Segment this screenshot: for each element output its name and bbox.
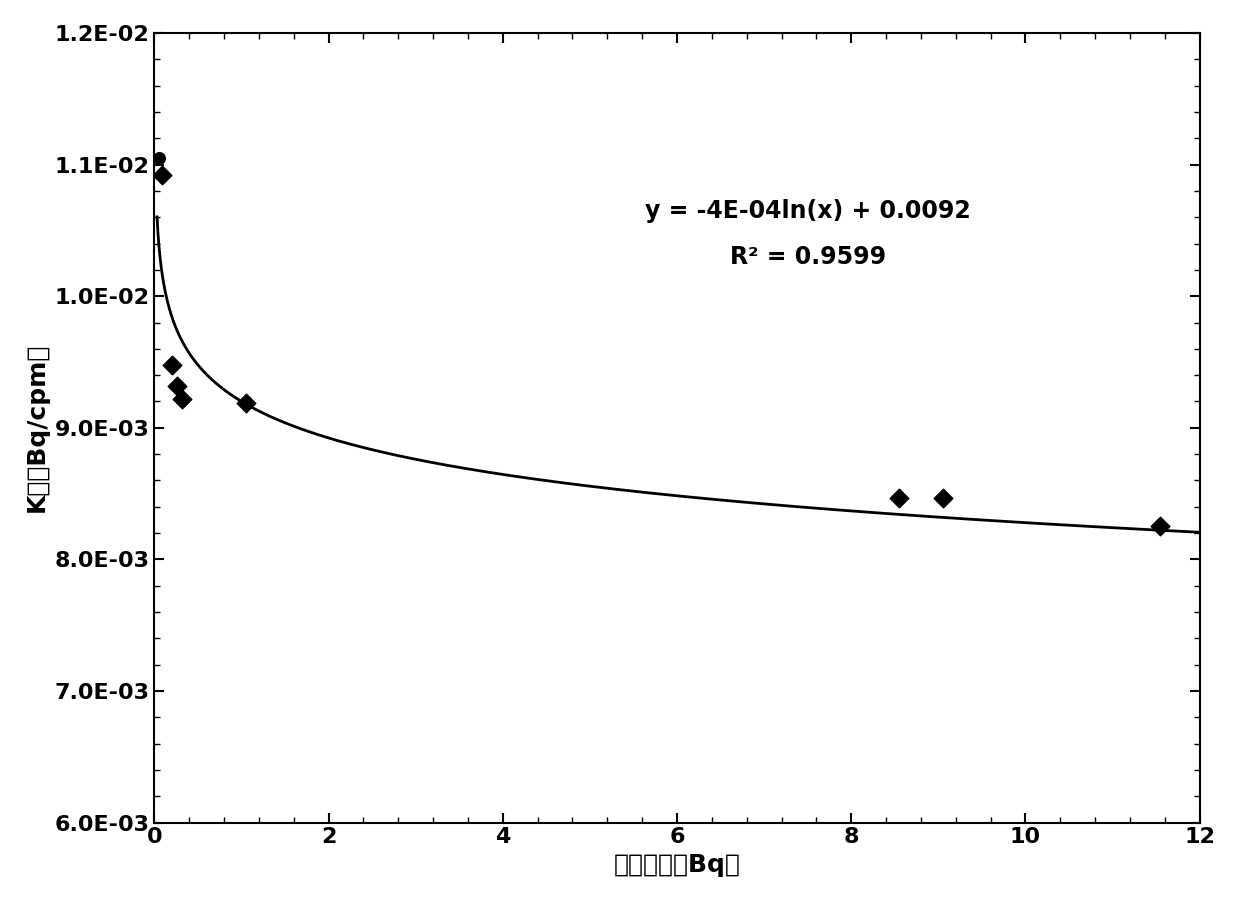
Point [167, 379, 187, 393]
Text: y = -4E-04ln(x) + 0.0092: y = -4E-04ln(x) + 0.0092 [645, 198, 971, 223]
Point [889, 491, 909, 505]
Point [1151, 520, 1171, 534]
Point [172, 391, 192, 406]
Y-axis label: K値（Bq/cpm）: K値（Bq/cpm） [25, 343, 50, 512]
Point [236, 396, 255, 410]
Point [149, 151, 169, 165]
Point [162, 357, 182, 372]
X-axis label: 镞源活度（Bq）: 镞源活度（Bq） [614, 853, 740, 877]
Point [932, 491, 952, 505]
Point [153, 168, 172, 182]
Text: R² = 0.9599: R² = 0.9599 [729, 244, 885, 269]
